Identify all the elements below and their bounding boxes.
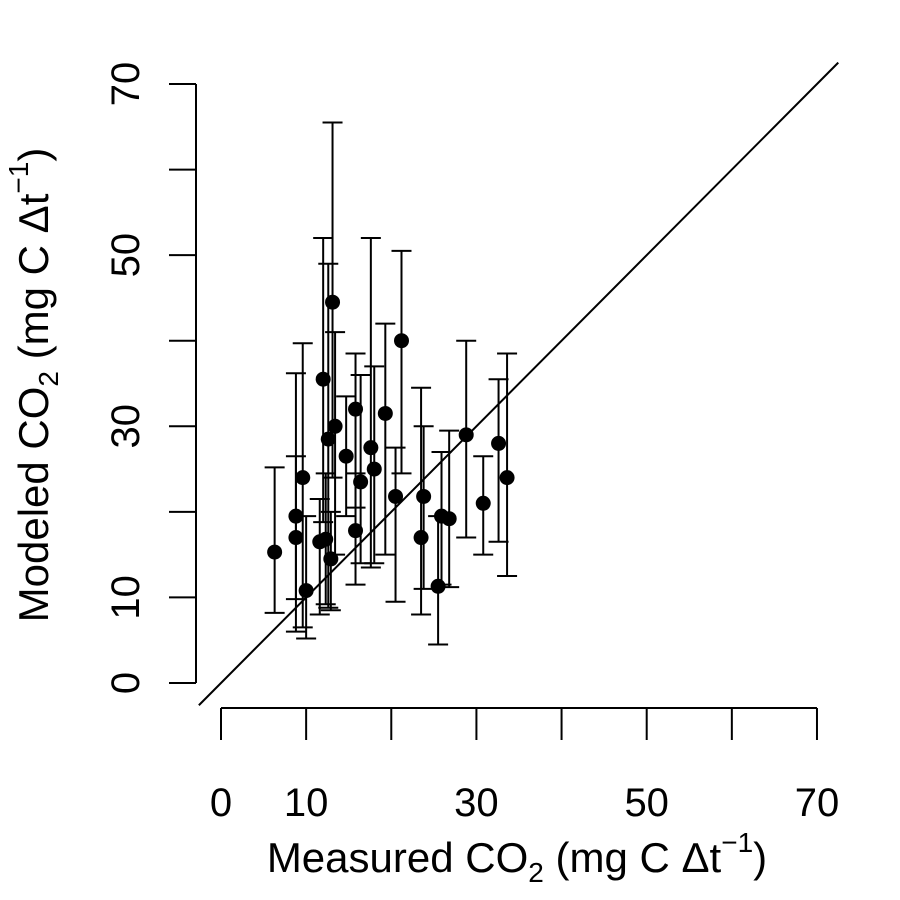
x-axis: 0 10 30 50 70 [210, 707, 840, 825]
data-points [267, 294, 515, 599]
data-point [499, 470, 515, 486]
data-point [388, 488, 404, 504]
data-point [288, 508, 304, 524]
data-point [295, 470, 311, 486]
x-tick-label: 10 [284, 781, 329, 825]
y-axis: 0 10 30 50 70 [104, 62, 197, 694]
data-point [430, 578, 446, 594]
data-point [413, 530, 429, 546]
data-point [327, 418, 343, 434]
data-point [475, 495, 491, 511]
error-bar [385, 446, 406, 603]
error-bar [497, 352, 518, 578]
data-point [393, 333, 409, 349]
data-point [363, 440, 379, 456]
x-tick-label: 50 [624, 781, 669, 825]
data-point [323, 551, 339, 567]
y-axis-title: Modeled CO2 (mg C Δt−1) [3, 148, 64, 623]
data-point [377, 405, 393, 421]
x-tick-label: 30 [454, 781, 499, 825]
error-bar [375, 322, 396, 556]
error-bar [264, 466, 285, 614]
data-point [338, 448, 354, 464]
y-tick-label: 50 [104, 233, 148, 278]
error-bar [413, 425, 434, 590]
data-point [348, 523, 364, 539]
data-point [267, 544, 283, 560]
x-tick-label: 70 [795, 781, 840, 825]
data-point [325, 294, 341, 310]
data-point [315, 371, 331, 387]
y-tick-label: 30 [104, 404, 148, 449]
data-point [441, 511, 457, 527]
data-point [320, 431, 336, 447]
error-bar [360, 237, 381, 569]
data-point [288, 530, 304, 546]
error-bar [391, 249, 412, 475]
data-point [298, 583, 314, 599]
error-bar [292, 342, 313, 629]
data-point [458, 427, 474, 443]
data-point [348, 401, 364, 417]
error-bars [264, 121, 518, 646]
error-bar [488, 378, 509, 543]
data-point [416, 488, 432, 504]
y-tick-label: 10 [104, 575, 148, 620]
data-point [318, 531, 334, 547]
data-point [366, 461, 382, 477]
y-tick-label: 0 [104, 672, 148, 694]
x-axis-title: Measured CO2 (mg C Δt−1) [267, 827, 767, 888]
y-tick-label: 70 [104, 62, 148, 107]
data-point [491, 435, 507, 451]
one-to-one-line [198, 61, 839, 706]
data-point [353, 474, 369, 490]
x-tick-label: 0 [210, 781, 232, 825]
